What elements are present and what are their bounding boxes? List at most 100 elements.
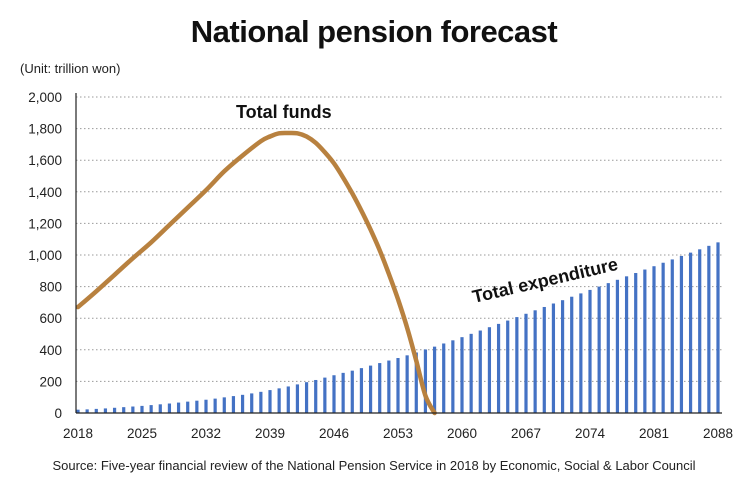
series-label-total-funds: Total funds xyxy=(236,102,332,122)
expenditure-bars xyxy=(76,242,720,413)
x-tick-label: 2046 xyxy=(319,426,349,441)
expenditure-bar xyxy=(195,400,199,413)
expenditure-bar xyxy=(186,401,190,413)
expenditure-bar xyxy=(533,310,537,413)
expenditure-bar xyxy=(268,390,272,413)
expenditure-bar xyxy=(496,323,501,413)
x-tick-label: 2025 xyxy=(127,426,157,441)
expenditure-bar xyxy=(460,337,464,413)
expenditure-bar xyxy=(341,372,345,413)
expenditure-bar xyxy=(204,399,208,413)
expenditure-bar xyxy=(149,405,153,413)
expenditure-bar xyxy=(551,303,556,413)
expenditure-bar xyxy=(240,394,245,413)
y-tick-label: 1,200 xyxy=(28,216,62,231)
y-tick-label: 600 xyxy=(39,311,62,326)
expenditure-bar xyxy=(643,269,647,413)
expenditure-bar xyxy=(350,370,354,413)
expenditure-bar xyxy=(670,259,674,413)
expenditure-bar xyxy=(451,340,455,413)
expenditure-bar xyxy=(277,388,281,413)
expenditure-bar xyxy=(515,317,519,413)
source-note: Source: Five-year financial review of th… xyxy=(52,458,696,473)
x-tick-label: 2018 xyxy=(63,426,93,441)
expenditure-bar xyxy=(213,398,217,413)
x-tick-label: 2074 xyxy=(575,426,606,441)
expenditure-bar xyxy=(304,382,309,413)
axes xyxy=(75,93,722,414)
expenditure-bar xyxy=(570,296,574,413)
expenditure-bar xyxy=(323,377,327,413)
expenditure-bar xyxy=(679,255,684,413)
expenditure-bar xyxy=(423,349,428,413)
y-tick-labels: 0 200 400 600 800 1,000 1,200 1,400 1,600 1,800 2,… xyxy=(28,90,62,421)
expenditure-bar xyxy=(469,333,473,413)
expenditure-bar xyxy=(131,406,135,413)
x-tick-label: 2039 xyxy=(255,426,285,441)
expenditure-bar xyxy=(176,402,181,413)
expenditure-bar xyxy=(314,379,318,413)
y-tick-label: 1,600 xyxy=(28,153,62,168)
y-tick-label: 800 xyxy=(39,280,62,295)
expenditure-bar xyxy=(359,368,364,413)
expenditure-bar xyxy=(158,404,162,413)
expenditure-bar xyxy=(332,375,336,413)
expenditure-bar xyxy=(85,409,89,413)
y-tick-label: 2,000 xyxy=(28,90,62,105)
expenditure-bar xyxy=(295,384,300,413)
expenditure-bar xyxy=(579,293,583,413)
expenditure-bar xyxy=(597,286,601,413)
expenditure-bar xyxy=(414,352,418,413)
x-tick-label: 2067 xyxy=(511,426,541,441)
y-tick-label: 1,800 xyxy=(28,122,62,137)
expenditure-bar xyxy=(378,363,382,413)
expenditure-bar xyxy=(707,245,711,413)
expenditure-bar xyxy=(661,262,665,413)
expenditure-bar xyxy=(103,408,108,413)
expenditure-bar xyxy=(112,407,117,413)
expenditure-bar xyxy=(286,386,290,413)
expenditure-bar xyxy=(167,403,172,413)
total-funds-line xyxy=(75,130,437,416)
expenditure-bar xyxy=(405,355,409,413)
expenditure-bar xyxy=(716,242,720,413)
expenditure-bar xyxy=(368,365,373,413)
expenditure-bar xyxy=(615,279,620,413)
expenditure-bar xyxy=(442,343,446,413)
expenditure-bar xyxy=(624,276,629,413)
expenditure-bar xyxy=(487,327,492,413)
expenditure-bar xyxy=(688,252,693,413)
expenditure-bar xyxy=(542,306,546,413)
expenditure-bar xyxy=(432,346,437,413)
expenditure-bar xyxy=(588,289,592,413)
expenditure-bar xyxy=(634,273,638,413)
expenditure-bar xyxy=(250,393,254,413)
expenditure-bar xyxy=(560,300,565,413)
expenditure-bar xyxy=(506,320,510,413)
expenditure-bar xyxy=(140,405,144,413)
x-tick-label: 2060 xyxy=(447,426,477,441)
expenditure-bar xyxy=(478,330,482,413)
expenditure-bar xyxy=(396,358,400,413)
chart-title: National pension forecast xyxy=(190,14,558,49)
expenditure-bar xyxy=(76,409,80,413)
expenditure-bar xyxy=(222,397,226,413)
expenditure-bar xyxy=(387,360,391,413)
expenditure-bar xyxy=(524,313,528,413)
x-tick-label: 2081 xyxy=(639,426,669,441)
expenditure-bar xyxy=(94,408,98,413)
expenditure-bar xyxy=(122,407,126,413)
y-tick-label: 400 xyxy=(39,343,62,358)
unit-label: (Unit: trillion won) xyxy=(20,61,121,76)
x-tick-labels: 2018 2025 2032 2039 2046 2053 2060 2067 2074 2081… xyxy=(63,426,733,441)
expenditure-bar xyxy=(259,391,263,413)
y-tick-label: 0 xyxy=(54,406,62,421)
x-tick-label: 2088 xyxy=(703,426,733,441)
expenditure-bar xyxy=(231,396,236,413)
expenditure-bar xyxy=(698,249,702,413)
series-label-total-expenditure: Total expenditure xyxy=(470,254,619,307)
x-tick-label: 2032 xyxy=(191,426,221,441)
y-tick-label: 1,000 xyxy=(28,248,62,263)
expenditure-bar xyxy=(652,266,656,413)
